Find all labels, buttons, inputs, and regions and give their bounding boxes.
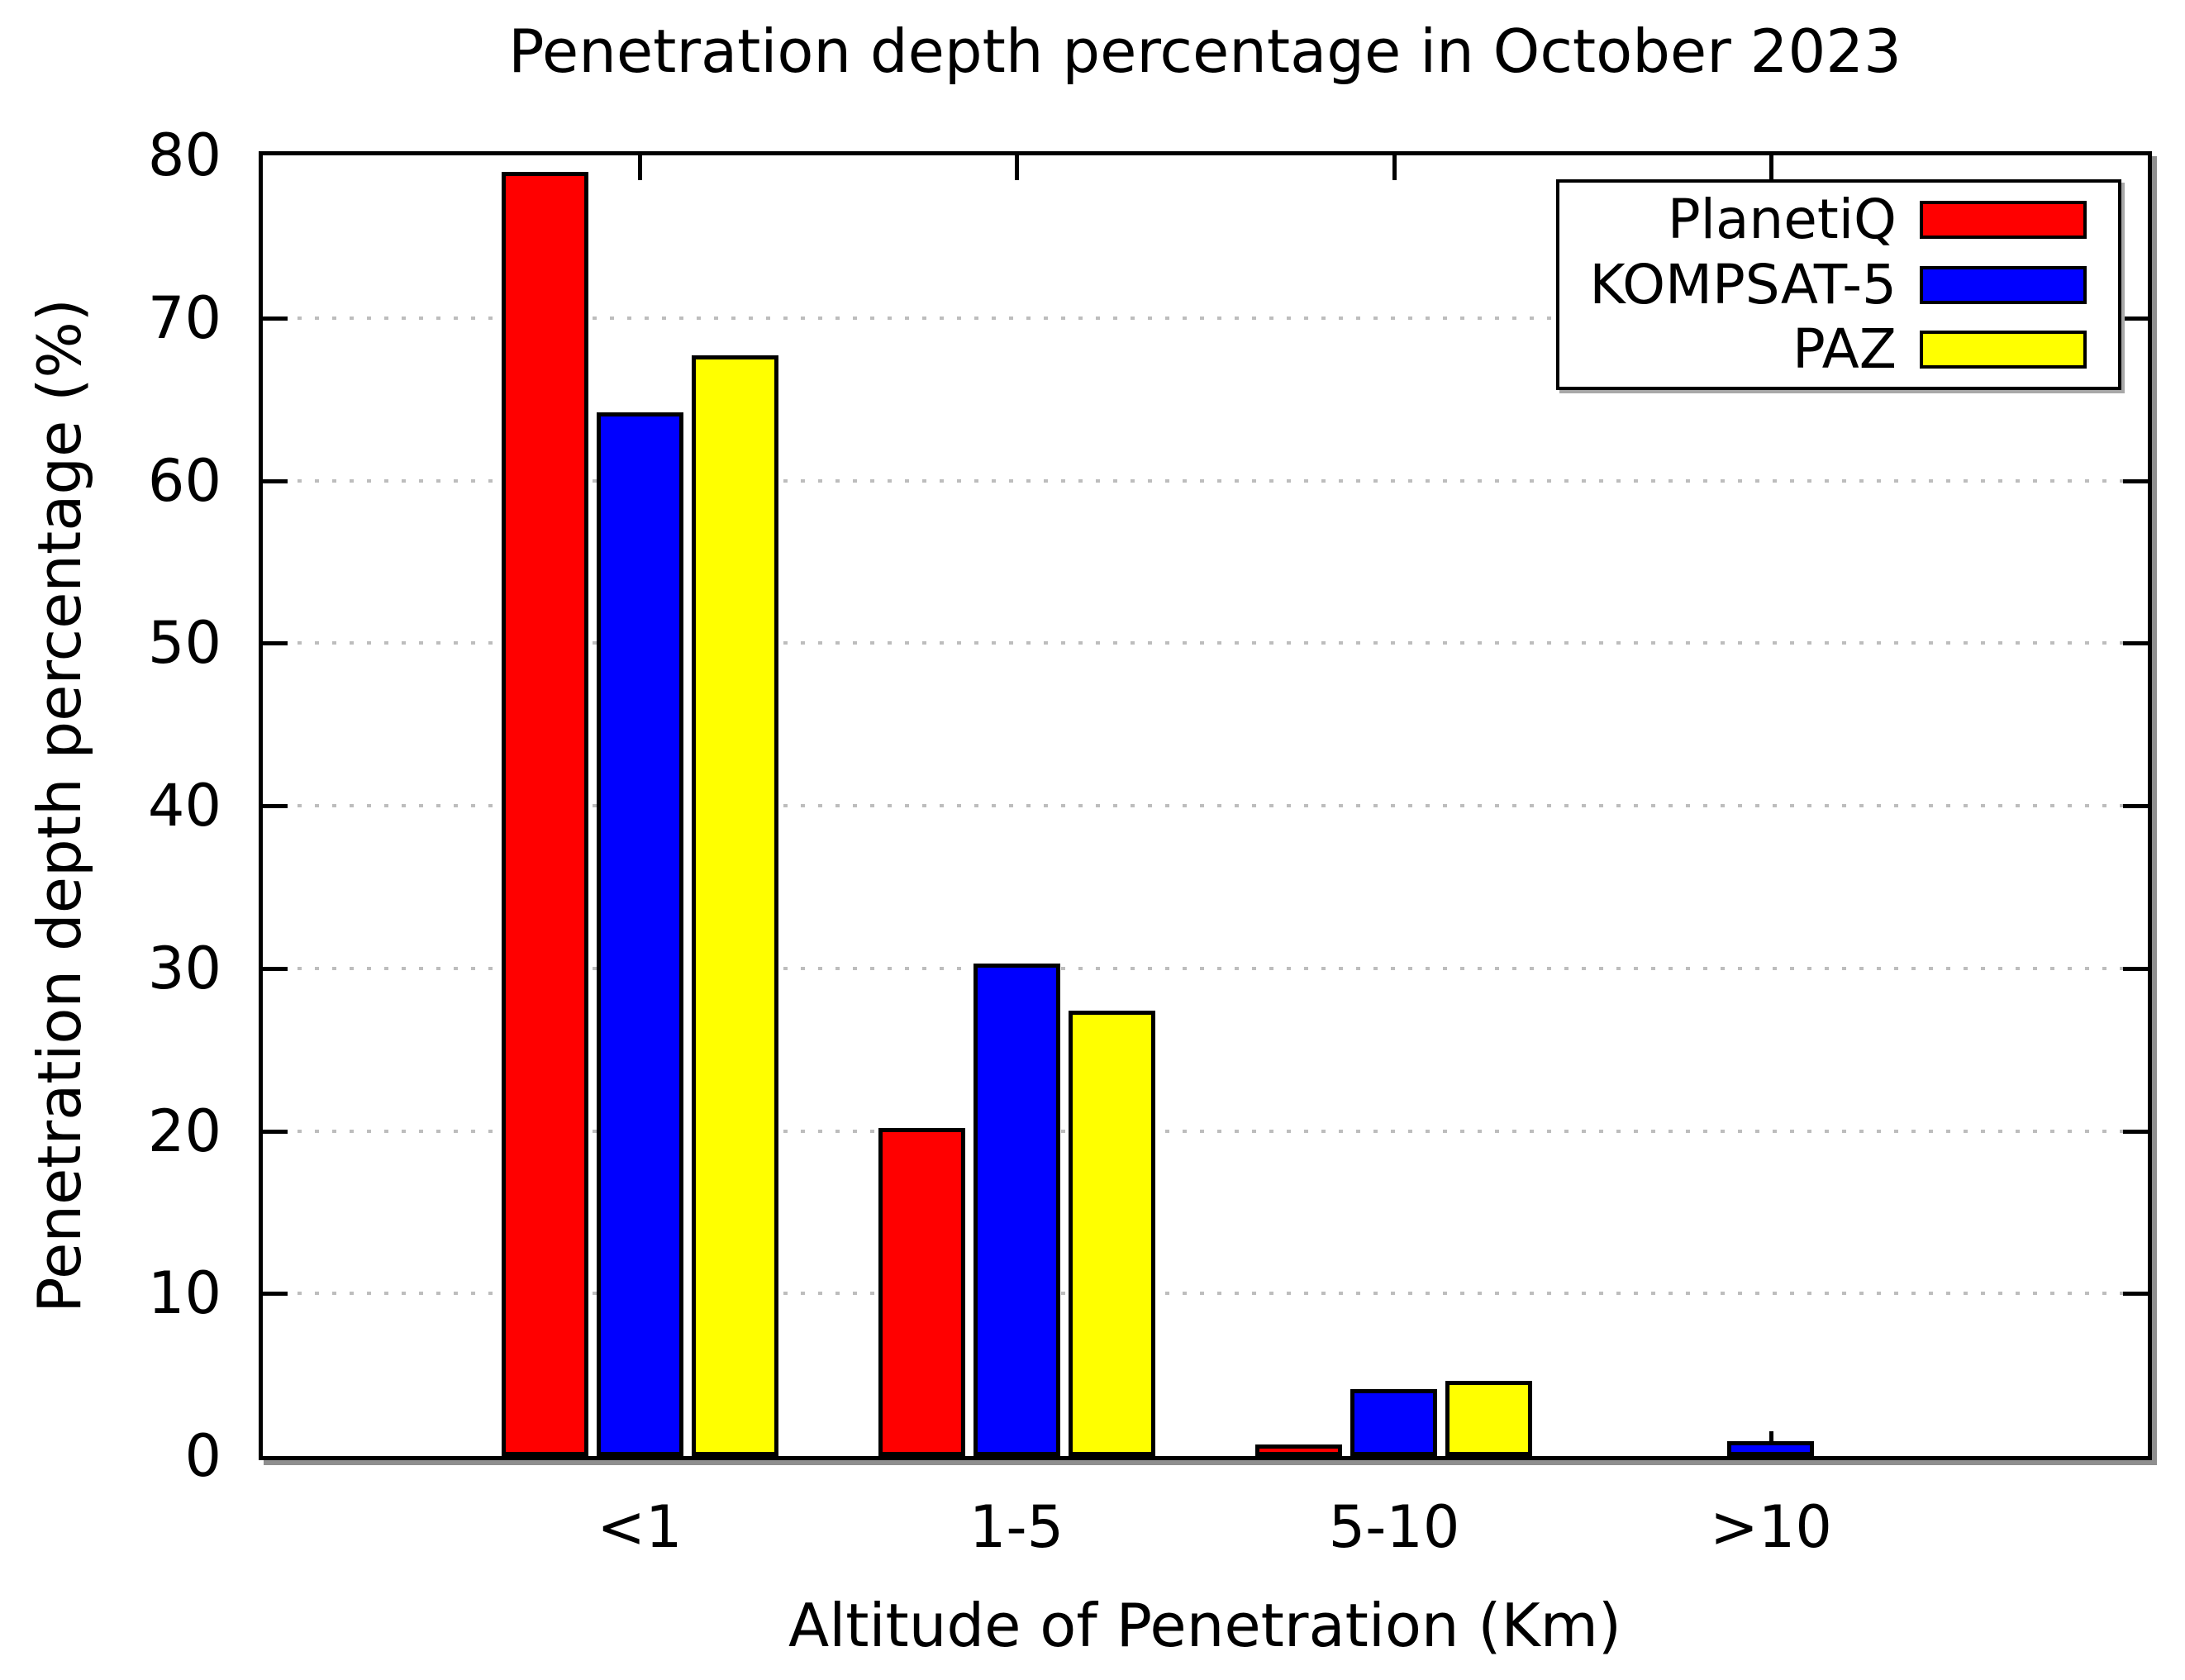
y-tick-left bbox=[263, 316, 288, 321]
legend-item-kompsat-5: KOMPSAT-5 bbox=[1559, 253, 2118, 317]
y-tick-right bbox=[2123, 966, 2148, 971]
y-tick-right bbox=[2123, 641, 2148, 646]
y-tick-label-70: 70 bbox=[147, 284, 221, 352]
y-tick-label-10: 10 bbox=[147, 1259, 221, 1327]
bar-paz-5-10 bbox=[1445, 1381, 1532, 1456]
bar-kompsat-5-5-10 bbox=[1350, 1389, 1437, 1456]
gridline-20 bbox=[263, 1129, 2148, 1133]
y-tick-right bbox=[2123, 1129, 2148, 1134]
y-tick-left bbox=[263, 478, 288, 483]
x-tick-label-5-10: 5-10 bbox=[1328, 1493, 1460, 1561]
legend-swatch-kompsat-5 bbox=[1920, 265, 2087, 304]
bar-paz-1-5 bbox=[1069, 1011, 1155, 1456]
chart-title: Penetration depth percentage in October … bbox=[508, 17, 1902, 86]
bar-kompsat-5-<1 bbox=[597, 412, 683, 1456]
bar-planetiq-5-10 bbox=[1255, 1444, 1342, 1456]
gridline-30 bbox=[263, 966, 2148, 970]
y-tick-label-40: 40 bbox=[147, 772, 221, 840]
y-tick-right bbox=[2123, 1292, 2148, 1297]
x-tick-top bbox=[1392, 155, 1397, 180]
x-tick-top bbox=[638, 155, 643, 180]
bar-kompsat-5-1-5 bbox=[973, 964, 1060, 1456]
x-tick-top bbox=[1768, 155, 1773, 180]
y-tick-left bbox=[263, 641, 288, 646]
bar-kompsat-5->10 bbox=[1727, 1441, 1814, 1456]
gridline-50 bbox=[263, 641, 2148, 645]
legend-label: PAZ bbox=[1792, 316, 1897, 381]
y-tick-left bbox=[263, 804, 288, 808]
x-tick-label->10: >10 bbox=[1710, 1493, 1832, 1561]
legend-item-planetiq: PlanetiQ bbox=[1559, 188, 2118, 252]
gridline-60 bbox=[263, 478, 2148, 483]
legend: PlanetiQ KOMPSAT-5 PAZ bbox=[1556, 179, 2121, 390]
legend-label: KOMPSAT-5 bbox=[1589, 252, 1897, 316]
y-tick-right bbox=[2123, 316, 2148, 321]
gridline-10 bbox=[263, 1292, 2148, 1296]
y-tick-right bbox=[2123, 478, 2148, 483]
x-tick-label-<1: <1 bbox=[597, 1493, 683, 1561]
y-tick-label-50: 50 bbox=[147, 609, 221, 677]
x-tick-top bbox=[1015, 155, 1020, 180]
y-tick-label-20: 20 bbox=[147, 1097, 221, 1165]
y-tick-left bbox=[263, 1292, 288, 1297]
bar-planetiq-1-5 bbox=[878, 1128, 965, 1456]
y-tick-label-80: 80 bbox=[147, 121, 221, 189]
gridline-40 bbox=[263, 804, 2148, 807]
y-tick-right bbox=[2123, 804, 2148, 808]
legend-item-paz: PAZ bbox=[1559, 317, 2118, 382]
legend-swatch-paz bbox=[1920, 330, 2087, 369]
y-tick-label-0: 0 bbox=[184, 1422, 221, 1490]
y-tick-left bbox=[263, 966, 288, 971]
bar-paz-<1 bbox=[692, 355, 778, 1456]
x-axis-title: Altitude of Penetration (Km) bbox=[788, 1591, 1621, 1660]
bar-planetiq-<1 bbox=[502, 172, 588, 1456]
legend-label: PlanetiQ bbox=[1667, 188, 1897, 252]
gridline-70 bbox=[263, 316, 2148, 320]
y-tick-label-30: 30 bbox=[147, 935, 221, 1002]
y-tick-label-60: 60 bbox=[147, 447, 221, 515]
legend-swatch-planetiq bbox=[1920, 201, 2087, 240]
x-tick-label-1-5: 1-5 bbox=[969, 1493, 1064, 1561]
y-tick-left bbox=[263, 1129, 288, 1134]
